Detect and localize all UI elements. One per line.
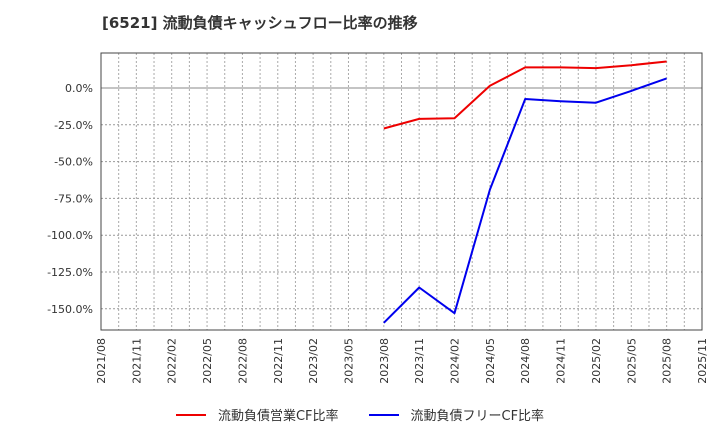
x-tick-label: 2022/05: [201, 338, 214, 384]
legend-swatch-blue: [368, 413, 399, 416]
y-tick-label: 0.0%: [65, 82, 93, 95]
legend-item-free-cf: 流動負債フリーCF比率: [368, 405, 545, 424]
x-tick-label: 2023/05: [342, 338, 355, 384]
x-tick-label: 2025/02: [590, 338, 603, 384]
x-tick-label: 2024/05: [484, 338, 497, 384]
legend: 流動負債営業CF比率 流動負債フリーCF比率: [0, 405, 720, 424]
x-tick-label: 2021/08: [95, 338, 108, 384]
y-tick-label: -100.0%: [47, 229, 93, 242]
series-operating-cf-line: [383, 60, 667, 130]
chart-title: [6521] 流動負債キャッシュフロー比率の推移: [102, 14, 418, 32]
x-tick-label: 2024/11: [555, 338, 568, 384]
series-free-cf-line: [383, 77, 667, 324]
x-tick-label: 2023/02: [307, 338, 320, 384]
x-tick-label: 2025/08: [661, 338, 674, 384]
legend-label: 流動負債フリーCF比率: [410, 409, 545, 424]
y-tick-label: -125.0%: [47, 266, 93, 279]
legend-item-operating-cf: 流動負債営業CF比率: [175, 405, 339, 424]
x-tick-label: 2022/02: [166, 338, 179, 384]
x-tick-label: 2023/08: [378, 338, 391, 384]
x-tick-label: 2024/02: [449, 338, 462, 384]
x-tick-label: 2022/11: [272, 338, 285, 384]
y-tick-label: -150.0%: [47, 303, 93, 316]
legend-label: 流動負債営業CF比率: [217, 409, 339, 424]
x-tick-label: 2023/11: [413, 338, 426, 384]
x-tick-label: 2021/11: [130, 338, 143, 384]
legend-swatch-red: [175, 413, 206, 416]
y-tick-label: -50.0%: [54, 156, 93, 169]
y-tick-label: -25.0%: [54, 119, 93, 132]
x-tick-label: 2025/05: [625, 338, 638, 384]
x-tick-label: 2022/08: [236, 338, 249, 384]
y-tick-label: -75.0%: [54, 192, 93, 205]
x-tick-label: 2025/11: [696, 338, 709, 384]
x-tick-label: 2024/08: [519, 338, 532, 384]
